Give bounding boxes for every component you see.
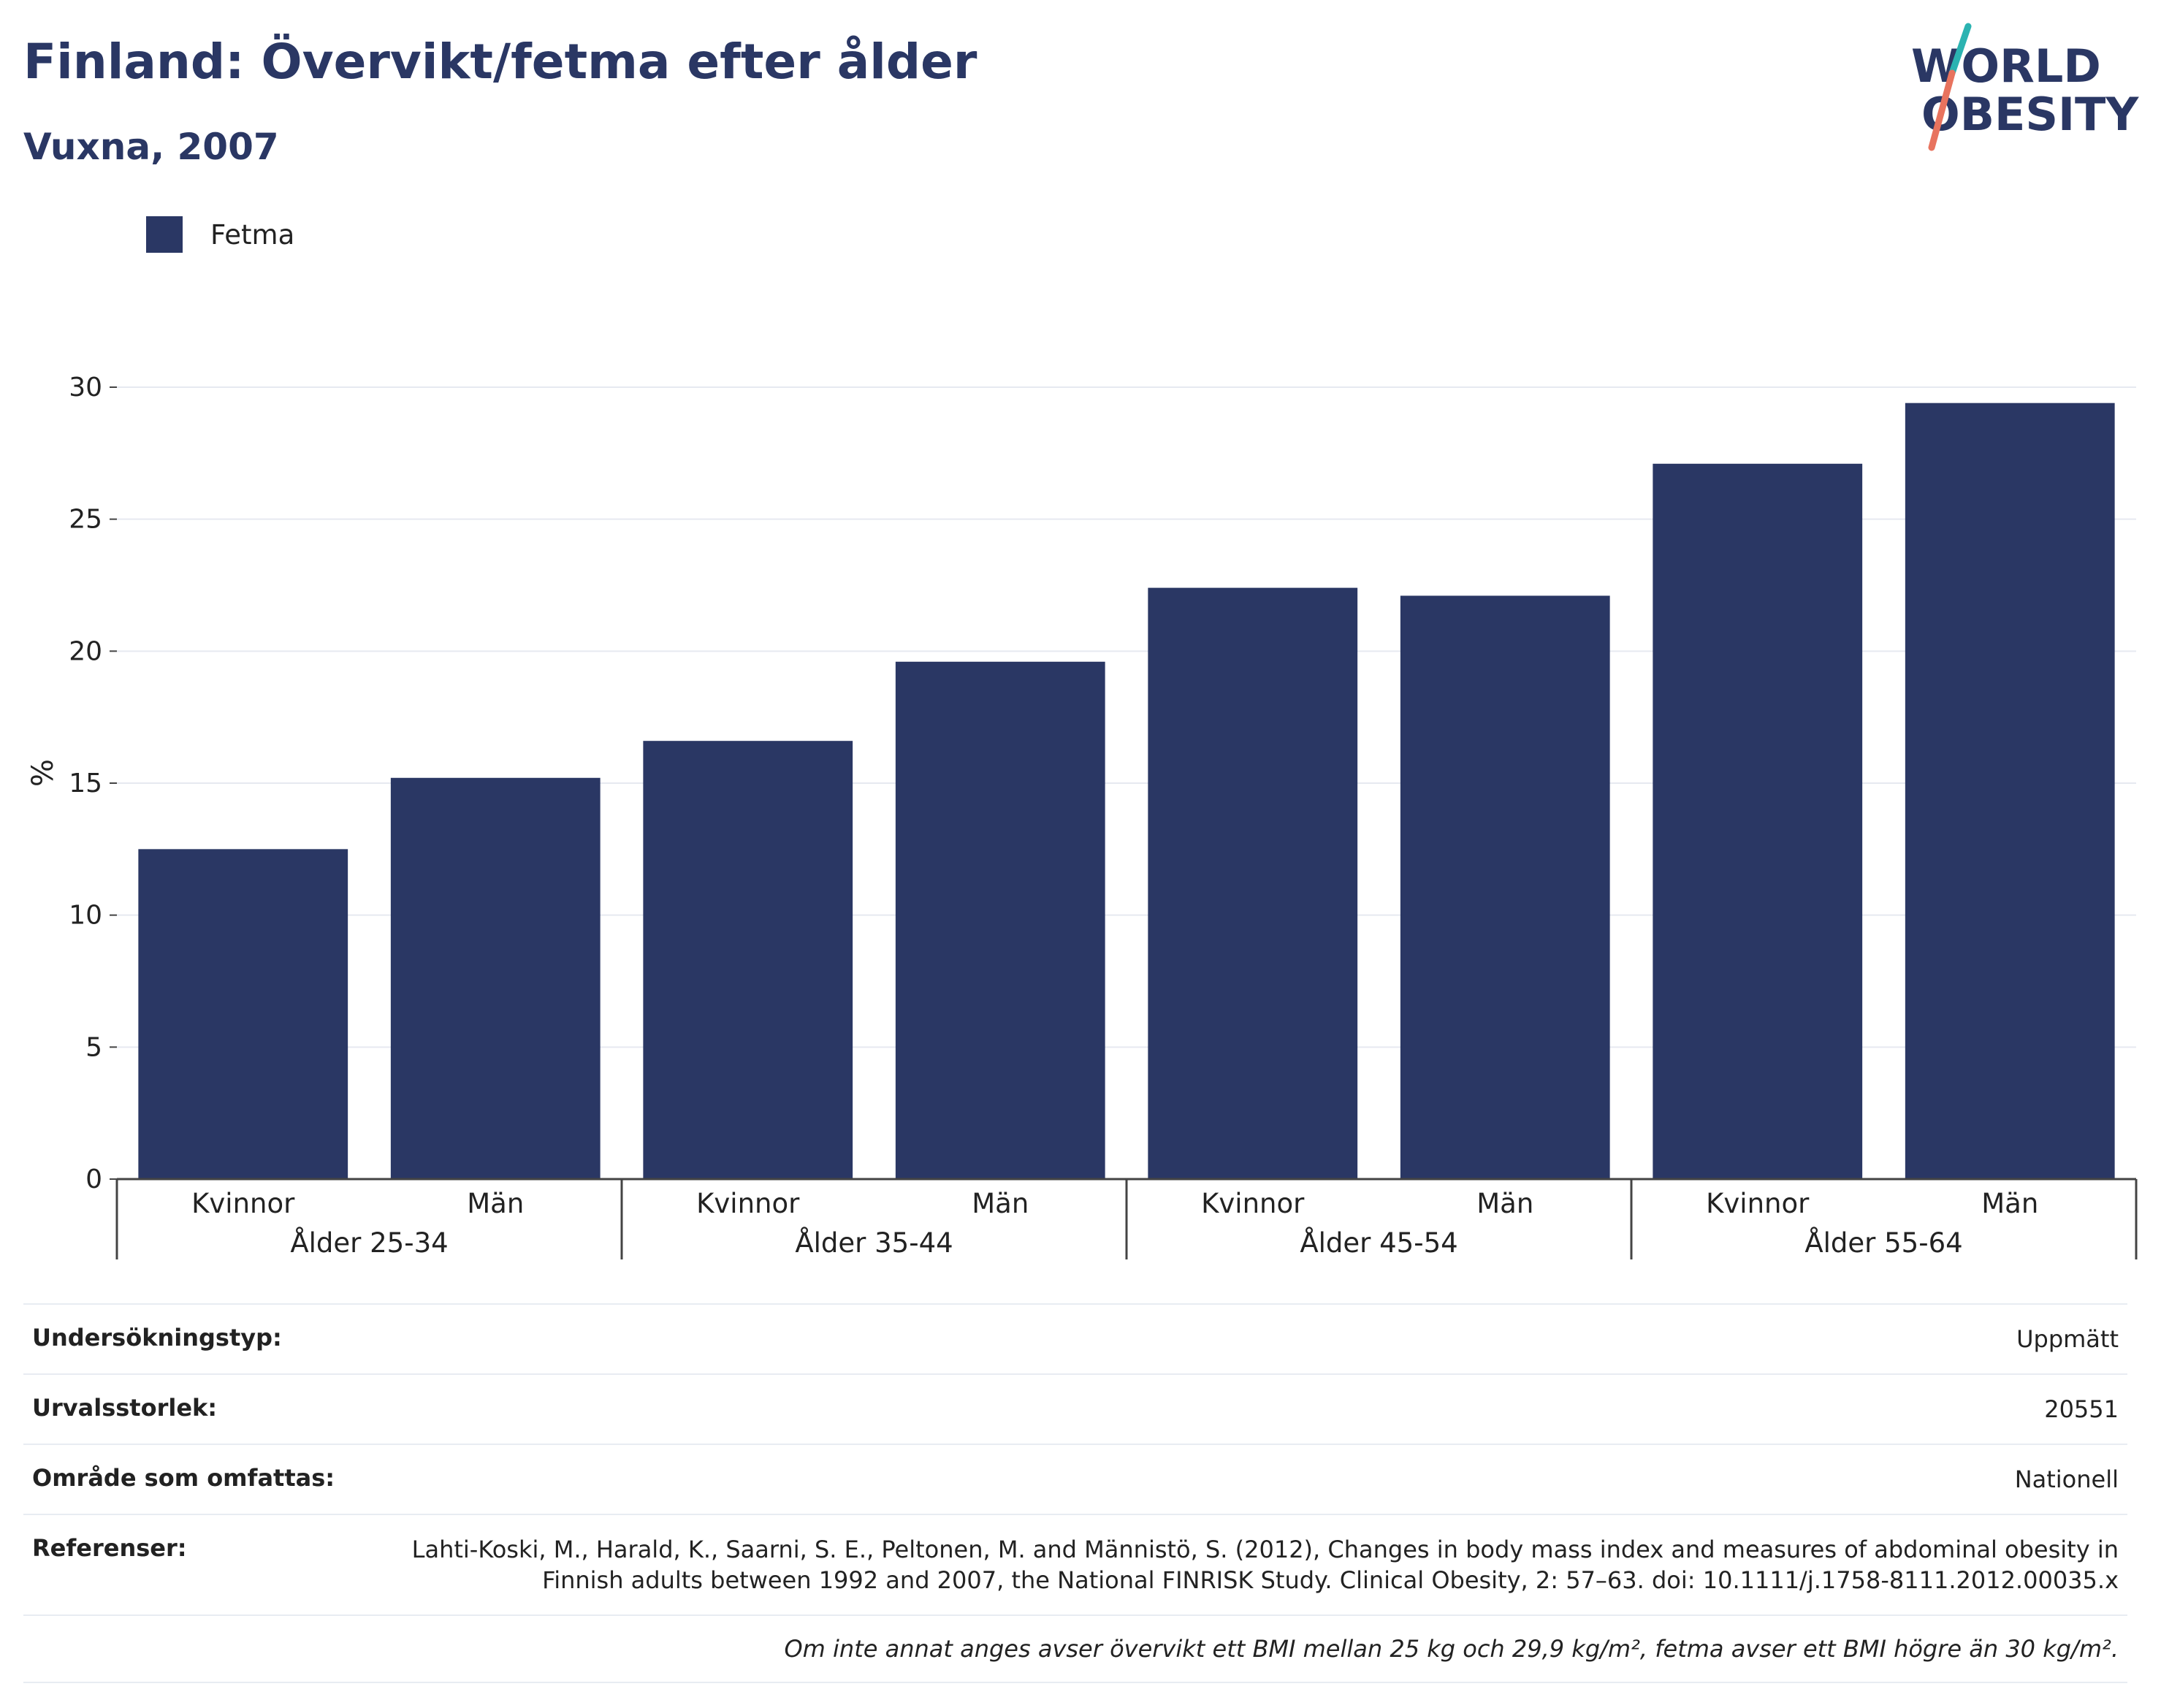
legend: Fetma [146, 216, 294, 253]
info-row: Undersökningstyp: Uppmätt [23, 1303, 2127, 1374]
info-key: Referenser: [23, 1514, 348, 1615]
definition-note: Om inte annat anges avser övervikt ett B… [23, 1614, 2127, 1683]
info-value: Uppmätt [348, 1303, 2127, 1374]
bars [138, 403, 2115, 1180]
axes: 0 5 10 15 20 25 30 Kvinnor Män Kvinnor Män Kvinnor M… [69, 373, 2138, 1259]
bar-kvinnor [1148, 587, 1358, 1179]
info-note-row: Om inte annat anges avser övervikt ett B… [23, 1614, 2127, 1683]
logo-word-obesity: OBESITY [1921, 88, 2139, 141]
info-key: Undersökningstyp: [23, 1303, 348, 1374]
x-group-label: Ålder 35-44 [795, 1227, 953, 1259]
logo-slash-teal [1948, 23, 1972, 77]
bar-kvinnor [643, 741, 853, 1179]
x-group-label: Ålder 25-34 [290, 1227, 448, 1259]
info-value: Lahti-Koski, M., Harald, K., Saarni, S. … [348, 1514, 2127, 1615]
y-tick-label: 10 [69, 901, 102, 931]
y-tick-label: 20 [69, 636, 102, 666]
info-key: Område som omfattas: [23, 1444, 348, 1514]
bar-kvinnor [138, 849, 348, 1179]
info-value: 20551 [348, 1373, 2127, 1444]
chart-title: Finland: Övervikt/fetma efter ålder [23, 34, 977, 90]
info-table: Undersökningstyp: Uppmätt Urvalsstorlek: 20… [23, 1303, 2127, 1683]
bar-man [1905, 403, 2115, 1180]
bar-man [895, 661, 1105, 1179]
bar-man [390, 777, 601, 1179]
world-obesity-logo: WORLD OBESITY [1911, 23, 2139, 151]
bar-man [1400, 595, 1610, 1179]
x-category-label: Kvinnor [1201, 1188, 1305, 1219]
legend-swatch-fetma [146, 216, 183, 253]
x-category-label: Män [467, 1188, 524, 1219]
legend-label-fetma: Fetma [210, 218, 295, 251]
chart-subtitle: Vuxna, 2007 [23, 126, 279, 168]
y-tick-label: 15 [69, 769, 102, 798]
logo-slash-coral [1928, 69, 1956, 151]
x-category-label: Kvinnor [696, 1188, 800, 1219]
x-category-label: Män [1476, 1188, 1533, 1219]
bar-chart: 0 5 10 15 20 25 30 Kvinnor Män Kvinnor Män Kvinnor M… [26, 373, 2138, 1259]
y-tick-label: 25 [69, 505, 102, 535]
x-category-label: Män [972, 1188, 1029, 1219]
y-tick-label: 5 [85, 1032, 102, 1062]
x-group-label: Ålder 45-54 [1300, 1227, 1457, 1259]
y-tick-label: 0 [85, 1164, 102, 1194]
info-row: Urvalsstorlek: 20551 [23, 1373, 2127, 1444]
y-axis-label: % [26, 759, 60, 787]
x-category-label: Kvinnor [191, 1188, 295, 1219]
y-tick-label: 30 [69, 373, 102, 403]
logo-word-world: WORLD [1911, 39, 2101, 93]
bar-kvinnor [1653, 463, 1863, 1179]
info-value: Nationell [348, 1444, 2127, 1514]
x-category-label: Män [1981, 1188, 2038, 1219]
info-row: Område som omfattas: Nationell [23, 1444, 2127, 1514]
info-row: Referenser: Lahti-Koski, M., Harald, K., … [23, 1514, 2127, 1615]
info-key: Urvalsstorlek: [23, 1373, 348, 1444]
x-group-label: Ålder 55-64 [1804, 1227, 1962, 1259]
x-category-label: Kvinnor [1706, 1188, 1810, 1219]
